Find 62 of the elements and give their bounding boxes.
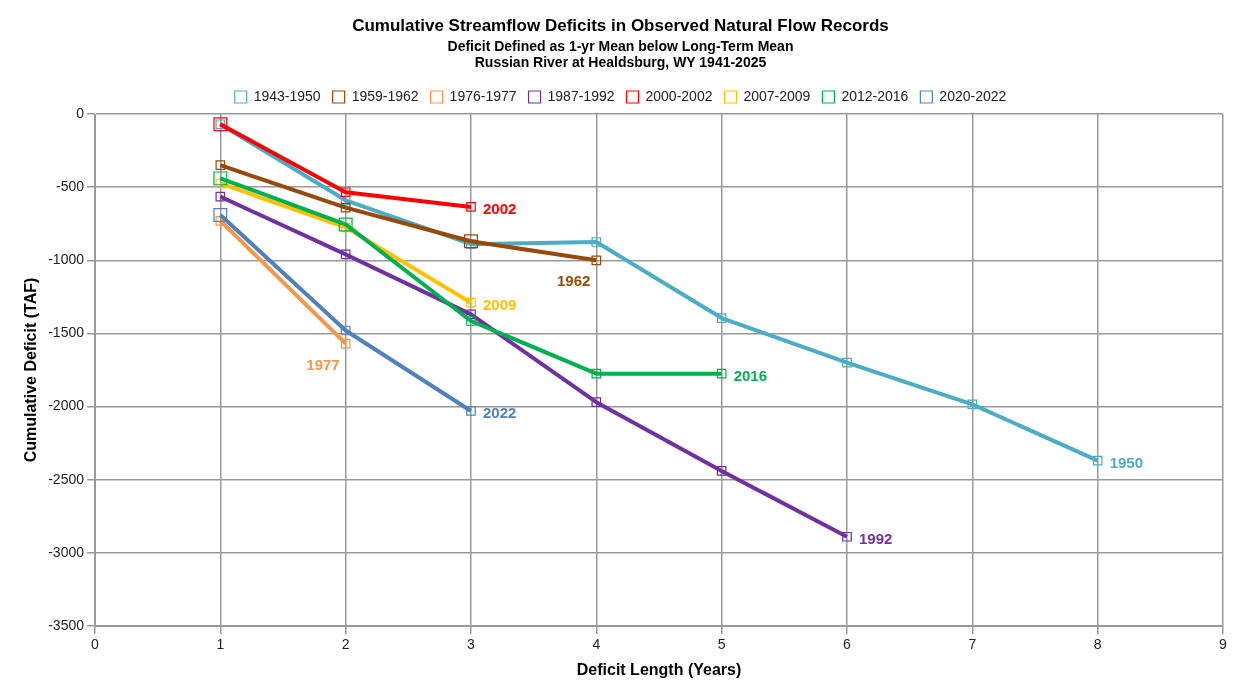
point — [340, 187, 351, 198]
x-tick-label: 5 — [717, 636, 726, 653]
annotation: 1962 — [556, 272, 591, 290]
point — [340, 222, 351, 233]
y-axis-title: Cumulative Deficit (TAF) — [22, 277, 40, 463]
x-tick-label: 8 — [1093, 636, 1102, 653]
point — [215, 160, 226, 171]
y-tick-label: -3500 — [48, 616, 85, 633]
legend-label: 2012-2016 — [841, 87, 909, 104]
point — [340, 338, 351, 349]
point — [340, 249, 351, 260]
point — [591, 237, 602, 247]
legend-label: 2000-2002 — [645, 87, 713, 104]
annotation: 2002 — [483, 200, 517, 218]
annotation: 1950 — [1109, 453, 1144, 471]
y-tick-label: -500 — [55, 178, 85, 194]
point — [340, 202, 351, 213]
chart-subtitle: Deficit Defined as 1-yr Mean below Long-Term Mean Russian River at Healdsburg, WY 1941-2025 — [447, 37, 794, 71]
x-tick-label: 1 — [216, 636, 225, 653]
y-tick-label: -2000 — [48, 397, 85, 414]
point — [1092, 455, 1103, 466]
x-tick-label: 0 — [91, 636, 100, 653]
point — [466, 406, 476, 416]
point — [215, 191, 226, 202]
annotation: 2022 — [483, 404, 517, 422]
chart-title: Cumulative Streamflow Deficits in Observed Natural Flow Records — [352, 15, 889, 35]
point — [340, 325, 351, 336]
x-tick-label: 3 — [467, 636, 476, 653]
x-tick-label: 2 — [341, 636, 350, 653]
x-tick-label: 4 — [592, 636, 601, 653]
annotation: 2016 — [733, 366, 768, 384]
y-tick-label: -3000 — [48, 543, 85, 560]
x-tick-label: 6 — [843, 636, 852, 653]
annotation: 1977 — [306, 355, 340, 373]
point — [591, 368, 602, 379]
annotation: 2009 — [483, 295, 517, 313]
legend-label: 2007-2009 — [743, 87, 811, 104]
point — [842, 531, 852, 542]
legend-label: 1943-1950 — [253, 87, 321, 104]
y-tick-label: 0 — [76, 104, 85, 121]
legend-label: 1987-1992 — [547, 87, 615, 104]
point — [466, 297, 476, 308]
y-tick-label: -1000 — [48, 251, 85, 268]
point — [716, 368, 727, 379]
point — [466, 316, 476, 326]
point — [591, 255, 602, 266]
point — [716, 466, 727, 476]
x-tick-label: 7 — [968, 636, 977, 653]
annotation: 1992 — [859, 529, 893, 547]
y-tick-label: -2500 — [48, 470, 85, 487]
point — [340, 195, 351, 206]
point — [842, 357, 852, 368]
point — [591, 397, 602, 408]
legend-label: 2020-2022 — [939, 87, 1007, 104]
legend-label: 1976-1977 — [449, 87, 517, 104]
x-axis-title: Deficit Length (Years) — [576, 660, 742, 678]
legend-label: 1959-1962 — [351, 87, 419, 104]
y-tick-label: -1500 — [48, 324, 85, 341]
point — [466, 202, 476, 212]
x-tick-label: 9 — [1219, 636, 1228, 653]
point — [967, 399, 978, 410]
point — [716, 313, 727, 323]
